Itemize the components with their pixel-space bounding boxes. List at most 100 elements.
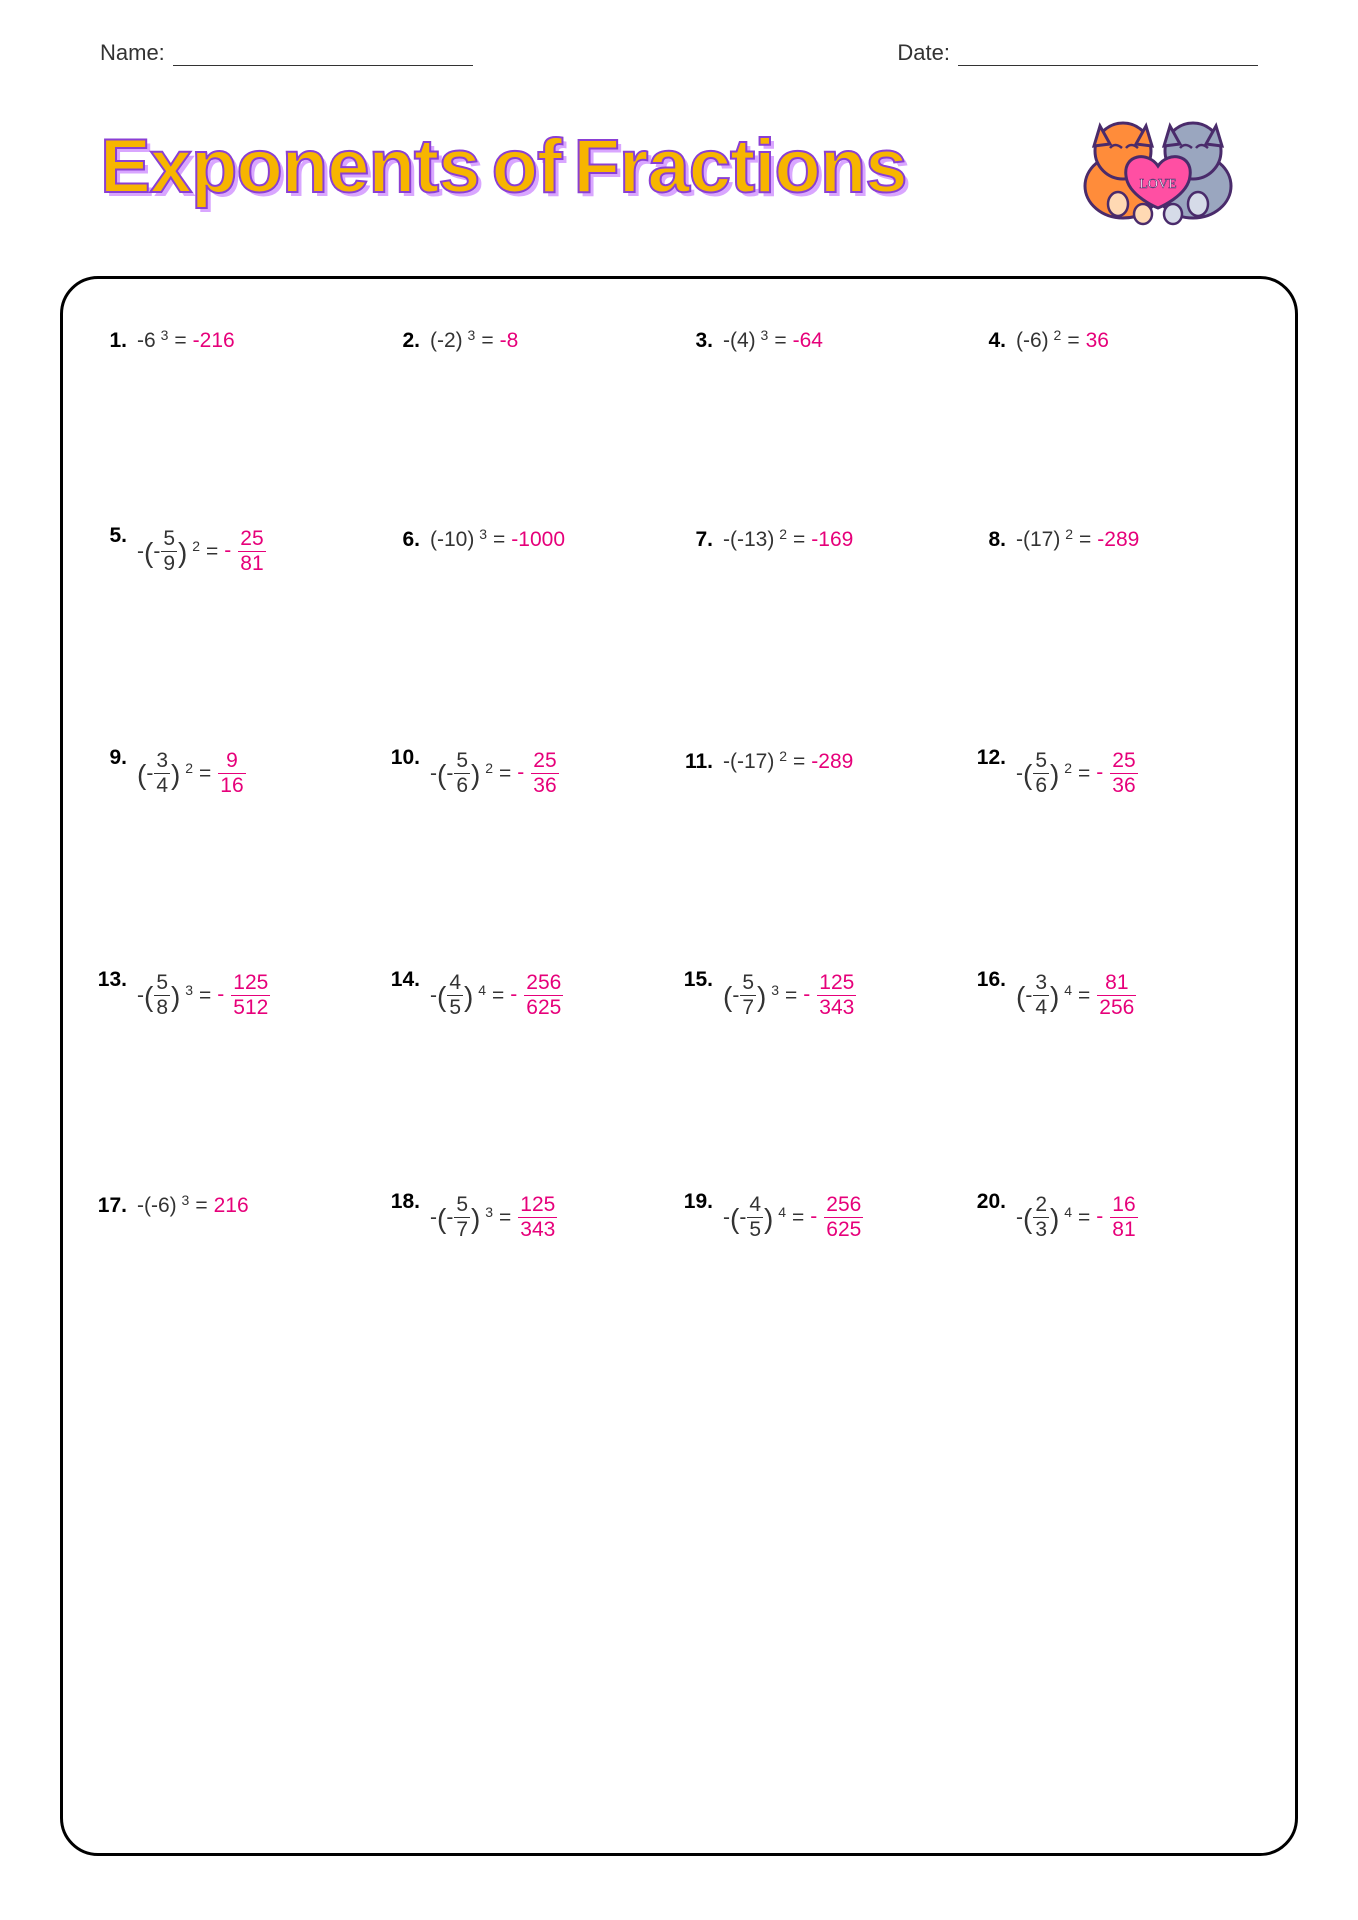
fraction: 59 [161, 528, 177, 575]
exponent: 3 [757, 327, 769, 343]
problem-number: 14. [386, 968, 420, 992]
exponent: 3 [475, 526, 487, 542]
fraction: 34 [154, 750, 170, 797]
answer-fraction: 1681 [1110, 1194, 1137, 1241]
answer-fraction: 2581 [238, 528, 265, 575]
worksheet-title: Exponents of Fractions [100, 123, 907, 210]
equals: = [1079, 528, 1091, 552]
answer: -8 [500, 329, 519, 353]
problem-body: (-34) 2=916 [137, 750, 247, 797]
answer: -125512 [217, 972, 271, 1019]
problem-row: 5.-(-59) 2=-25816.(-10) 3=-10007.-(-13) … [93, 528, 1265, 575]
equals: = [1078, 984, 1090, 1008]
problem-number: 15. [679, 968, 713, 992]
equals: = [174, 329, 186, 353]
problem: 4.(-6) 2=36 [972, 329, 1265, 353]
expression: (-6) 2= [1016, 329, 1086, 353]
fraction: 56 [454, 750, 470, 797]
title-row: Exponents of Fractions [0, 66, 1358, 246]
expression: -(-17) 2= [723, 750, 811, 774]
problem-body: -(-57) 3=125343 [430, 1194, 558, 1241]
problem: 19.-(-45) 4=-256625 [679, 1194, 972, 1241]
fraction: 34 [1033, 972, 1049, 1019]
expression: -(-59) 2= [137, 528, 224, 575]
exponent: 3 [464, 327, 476, 343]
equals: = [493, 528, 505, 552]
name-line[interactable] [173, 44, 473, 66]
problem-number: 1. [93, 329, 127, 353]
name-field: Name: [100, 40, 473, 66]
expression: -(23) 4= [1016, 1194, 1096, 1241]
answer: -256625 [810, 1194, 864, 1241]
problem-body: -(-17) 2=-289 [723, 750, 853, 774]
problem-body: -(45) 4=-256625 [430, 972, 564, 1019]
exponent: 2 [775, 526, 787, 542]
problem: 11.-(-17) 2=-289 [679, 750, 972, 797]
fraction: 57 [740, 972, 756, 1019]
problem: 8.-(17) 2=-289 [972, 528, 1265, 575]
expression: -(-56) 2= [430, 750, 517, 797]
problem-number: 12. [972, 746, 1006, 770]
expression: -(17) 2= [1016, 528, 1097, 552]
exponent: 3 [481, 1204, 493, 1220]
problem: 12.-(56) 2=-2536 [972, 750, 1265, 797]
problem-number: 2. [386, 329, 420, 353]
problem-row: 1.-6 3=-2162.(-2) 3=-83.-(4) 3=-644.(-6)… [93, 329, 1265, 353]
answer: -169 [811, 528, 853, 552]
problem-body: (-57) 3=-125343 [723, 972, 857, 1019]
problem: 1.-6 3=-216 [93, 329, 386, 353]
problem-body: -(-59) 2=-2581 [137, 528, 267, 575]
problem: 9.(-34) 2=916 [93, 750, 386, 797]
problem-body: -(-45) 4=-256625 [723, 1194, 864, 1241]
answer: -64 [793, 329, 823, 353]
problem: 20.-(23) 4=-1681 [972, 1194, 1265, 1241]
answer-fraction: 81256 [1097, 972, 1136, 1019]
problem-body: -(4) 3=-64 [723, 329, 823, 353]
answer: -289 [811, 750, 853, 774]
exponent: 2 [775, 748, 787, 764]
worksheet-page: Name: Date: Exponents of Fractions [0, 0, 1358, 1920]
equals: = [206, 540, 218, 564]
expression: (-10) 3= [430, 528, 511, 552]
expression: -(-13) 2= [723, 528, 811, 552]
answer: -125343 [803, 972, 857, 1019]
exponent: 2 [188, 538, 200, 554]
problem-number: 16. [972, 968, 1006, 992]
equals: = [499, 762, 511, 786]
problem-row: 9.(-34) 2=91610.-(-56) 2=-253611.-(-17) … [93, 750, 1265, 797]
equals: = [774, 329, 786, 353]
fraction: 57 [454, 1194, 470, 1241]
date-label: Date: [897, 40, 950, 66]
answer: -1681 [1096, 1194, 1138, 1241]
expression: (-2) 3= [430, 329, 500, 353]
problem: 15.(-57) 3=-125343 [679, 972, 972, 1019]
problems-box: 1.-6 3=-2162.(-2) 3=-83.-(4) 3=-644.(-6)… [60, 276, 1298, 1856]
problem-number: 3. [679, 329, 713, 353]
problem: 18.-(-57) 3=125343 [386, 1194, 679, 1241]
date-line[interactable] [958, 44, 1258, 66]
expression: -6 3= [137, 329, 193, 353]
answer: 36 [1086, 329, 1109, 353]
answer: -289 [1097, 528, 1139, 552]
expression: -(56) 2= [1016, 750, 1096, 797]
problem: 10.-(-56) 2=-2536 [386, 750, 679, 797]
problem-number: 11. [679, 750, 713, 774]
equals: = [793, 528, 805, 552]
problem: 7.-(-13) 2=-169 [679, 528, 972, 575]
equals: = [499, 1206, 511, 1230]
expression: (-34) 2= [137, 750, 217, 797]
answer: -256625 [510, 972, 564, 1019]
problem: 5.-(-59) 2=-2581 [93, 528, 386, 575]
exponent: 4 [474, 982, 486, 998]
problem-body: -(-6) 3=216 [137, 1194, 249, 1218]
equals: = [195, 1194, 207, 1218]
answer-fraction: 125343 [817, 972, 856, 1019]
svg-text:LOVE: LOVE [1139, 177, 1176, 192]
answer: -2536 [517, 750, 559, 797]
equals: = [793, 750, 805, 774]
exponent: 3 [157, 327, 169, 343]
fraction: 58 [154, 972, 170, 1019]
name-label: Name: [100, 40, 165, 66]
answer-fraction: 916 [218, 750, 245, 797]
answer-fraction: 256625 [524, 972, 563, 1019]
